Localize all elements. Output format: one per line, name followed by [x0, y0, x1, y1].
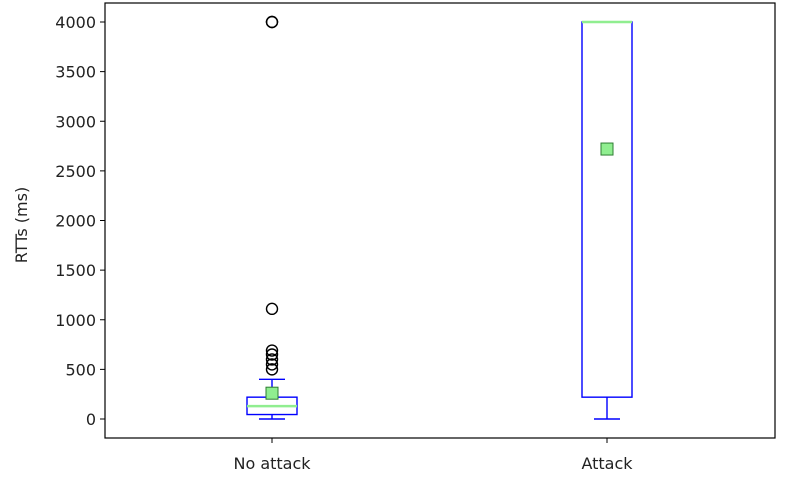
outlier-point: [265, 15, 279, 29]
y-tick-label: 0: [86, 410, 96, 429]
x-tick-label: Attack: [581, 454, 633, 473]
y-tick-label: 1500: [55, 261, 96, 280]
y-tick-label: 3500: [55, 63, 96, 82]
y-axis-label: RTTs (ms): [12, 187, 31, 263]
box-group-attack: [581, 20, 633, 420]
y-tick-label: 3000: [55, 112, 96, 131]
x-tick-label: No attack: [233, 454, 311, 473]
y-tick-label: 4000: [55, 13, 96, 32]
box-group-no-attack: [246, 15, 298, 420]
y-tick-label: 2000: [55, 212, 96, 231]
x-axis-ticks: No attack Attack: [233, 438, 633, 473]
outlier-point: [265, 344, 279, 357]
y-tick-label: 2500: [55, 162, 96, 181]
outlier-point: [265, 348, 279, 361]
outlier-point: [265, 363, 279, 376]
mean-marker: [265, 386, 279, 400]
outlier-point: [265, 358, 279, 371]
plot-area: [104, 2, 776, 439]
y-tick-label: 500: [65, 360, 96, 379]
y-axis-ticks: 0 500 1000 1500 2000 2500 3000 3500 4000: [55, 13, 105, 429]
outlier-point: [265, 302, 279, 316]
mean-marker: [600, 142, 614, 156]
box-marks: [246, 15, 633, 420]
outlier-point: [265, 353, 279, 366]
y-tick-label: 1000: [55, 311, 96, 330]
